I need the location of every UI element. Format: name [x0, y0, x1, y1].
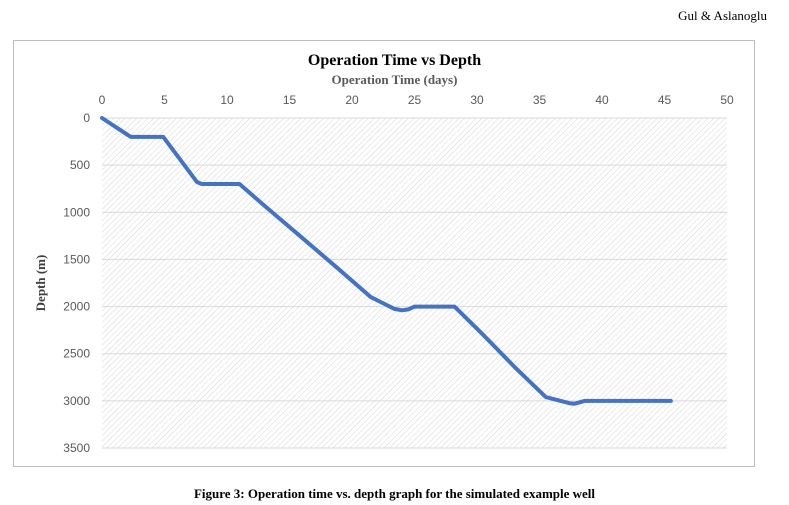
plot-background — [102, 118, 727, 448]
x-tick-labels: 0 5 10 15 20 25 30 35 40 45 50 — [99, 93, 734, 107]
x-axis-title: Operation Time (days) — [331, 72, 458, 87]
series-group — [100, 116, 673, 406]
y-tick-label: 500 — [70, 158, 90, 172]
running-head: Gul & Aslanoglu — [678, 8, 767, 23]
y-tick-label: 1000 — [63, 205, 90, 219]
x-tick-label: 50 — [720, 93, 734, 107]
chart-title: Operation Time vs Depth — [307, 52, 482, 69]
x-tick-label: 5 — [161, 93, 168, 107]
y-tick-labels: 0 500 1000 1500 2000 2500 3000 3500 — [63, 111, 90, 455]
y-tick-label: 2500 — [63, 347, 90, 361]
y-tick-label: 3500 — [63, 441, 90, 455]
y-tick-label: 3000 — [63, 394, 90, 408]
x-tick-label: 35 — [533, 93, 547, 107]
figure-caption: Figure 3: Operation time vs. depth graph… — [193, 486, 596, 501]
y-tick-label: 2000 — [63, 300, 90, 314]
x-tick-label: 30 — [470, 93, 484, 107]
series-line — [100, 116, 673, 406]
x-tick-label: 25 — [408, 93, 422, 107]
x-tick-label: 15 — [283, 93, 297, 107]
x-tick-label: 20 — [345, 93, 359, 107]
y-tick-label: 1500 — [63, 252, 90, 266]
x-tick-label: 10 — [220, 93, 234, 107]
y-tick-label: 0 — [83, 111, 90, 125]
x-tick-label: 40 — [595, 93, 609, 107]
x-tick-label: 45 — [658, 93, 672, 107]
x-tick-label: 0 — [99, 93, 106, 107]
